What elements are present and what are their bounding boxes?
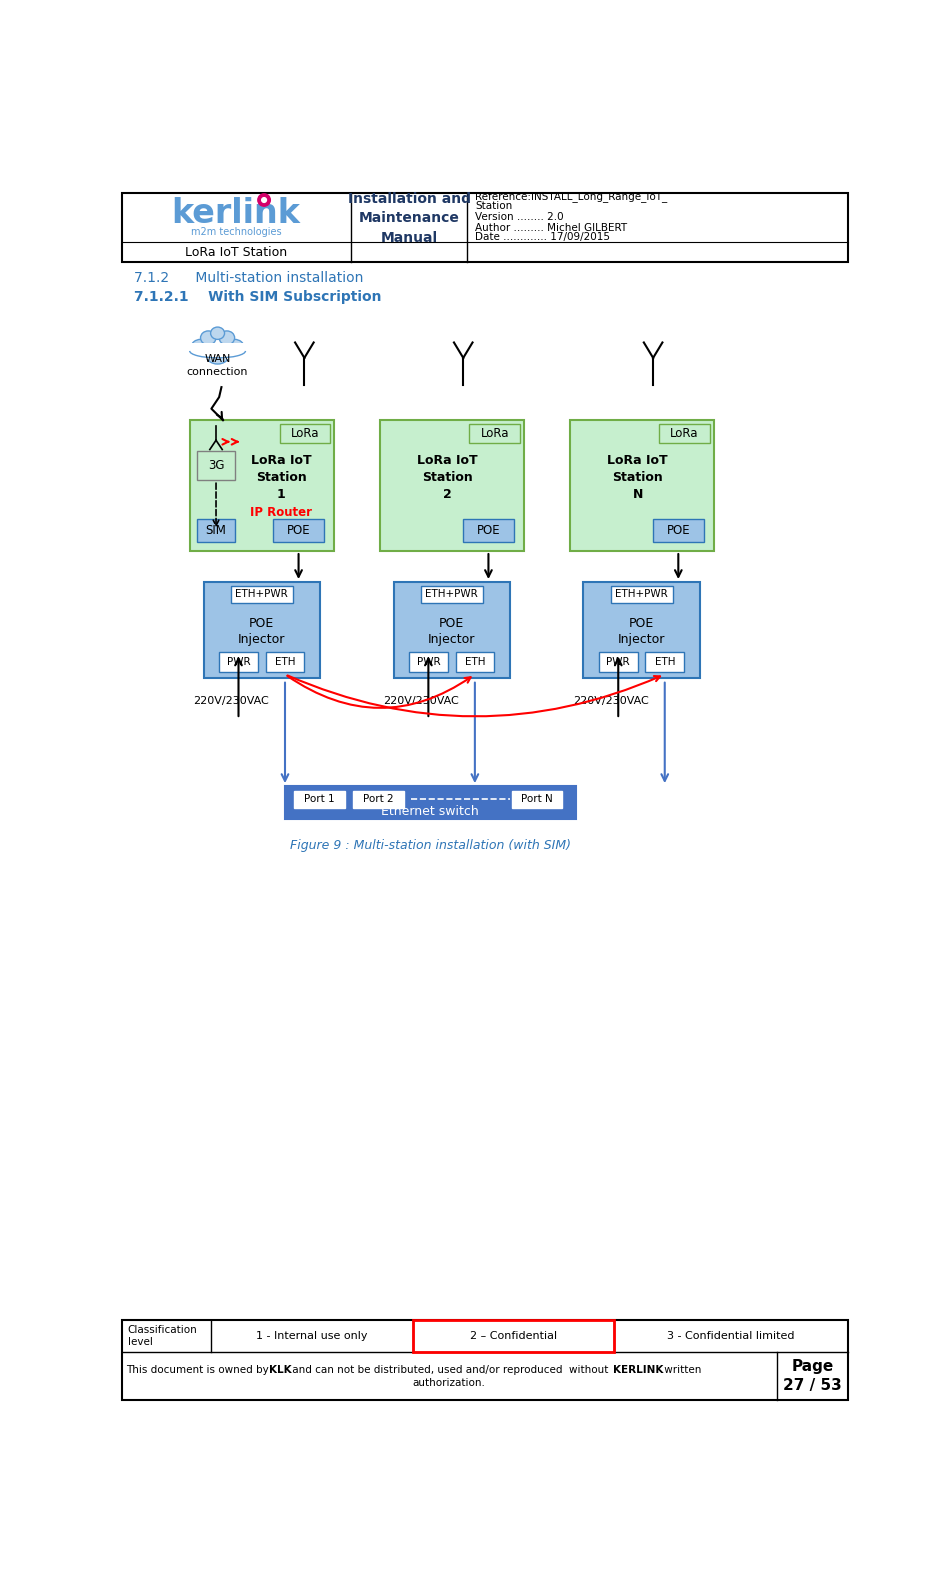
Bar — [413, 1320, 615, 1351]
Bar — [122, 192, 849, 262]
Text: LoRa IoT
Station
1: LoRa IoT Station 1 — [251, 454, 312, 501]
Bar — [456, 651, 494, 672]
Bar — [653, 519, 704, 542]
Text: Station: Station — [474, 202, 512, 211]
Text: m2m technologies: m2m technologies — [191, 227, 281, 238]
Text: POE: POE — [287, 524, 311, 536]
Bar — [583, 582, 700, 678]
Text: Port 1: Port 1 — [304, 795, 334, 804]
Text: LoRa IoT
Station
2: LoRa IoT Station 2 — [418, 454, 478, 501]
Text: 7.1.2.1    With SIM Subscription: 7.1.2.1 With SIM Subscription — [134, 290, 382, 304]
Bar — [285, 785, 576, 818]
Bar — [204, 582, 320, 678]
Ellipse shape — [205, 345, 229, 364]
Bar — [353, 790, 403, 807]
Text: 220V/230VAC: 220V/230VAC — [383, 697, 458, 706]
Text: Port 2: Port 2 — [363, 795, 393, 804]
Text: ETH: ETH — [465, 658, 485, 667]
Text: PWR: PWR — [417, 658, 440, 667]
Bar — [265, 651, 304, 672]
Text: LoRa: LoRa — [480, 427, 509, 440]
Bar — [197, 519, 236, 542]
Text: authorization.: authorization. — [413, 1378, 486, 1388]
Text: SIM: SIM — [205, 524, 226, 536]
Text: ETH: ETH — [275, 658, 295, 667]
Text: POE: POE — [667, 524, 690, 536]
Text: Version ........ 2.0: Version ........ 2.0 — [474, 211, 563, 222]
Bar — [394, 582, 509, 678]
Text: Ethernet switch: Ethernet switch — [382, 804, 479, 818]
Text: KERLINK: KERLINK — [613, 1366, 663, 1375]
Bar — [279, 424, 330, 443]
Text: and can not be distributed, used and/or reproduced  without: and can not be distributed, used and/or … — [289, 1366, 612, 1375]
Bar — [381, 419, 524, 550]
Circle shape — [261, 197, 267, 203]
Bar — [122, 1320, 849, 1400]
Ellipse shape — [225, 339, 244, 355]
Bar — [599, 651, 637, 672]
Text: POE
Injector: POE Injector — [428, 617, 475, 645]
Ellipse shape — [219, 331, 235, 345]
Text: Author ......... Michel GILBERT: Author ......... Michel GILBERT — [474, 222, 627, 233]
Bar — [219, 651, 258, 672]
Text: Figure 9 : Multi-station installation (with SIM): Figure 9 : Multi-station installation (w… — [290, 839, 571, 852]
Text: WAN
connection: WAN connection — [187, 355, 248, 377]
Text: POE
Injector: POE Injector — [617, 617, 665, 645]
Ellipse shape — [201, 331, 216, 345]
Text: Date ............. 17/09/2015: Date ............. 17/09/2015 — [474, 232, 610, 241]
Text: ETH+PWR: ETH+PWR — [236, 590, 288, 599]
Text: KLK: KLK — [270, 1366, 292, 1375]
Bar — [197, 451, 236, 481]
Bar — [182, 344, 253, 358]
Bar — [470, 424, 520, 443]
Text: IP Router: IP Router — [250, 506, 313, 519]
Text: ETH+PWR: ETH+PWR — [425, 590, 478, 599]
Text: kerlink: kerlink — [171, 197, 300, 230]
Text: PWR: PWR — [226, 658, 250, 667]
Bar — [659, 424, 709, 443]
Text: Reference:INSTALL_Long_Range_IoT_: Reference:INSTALL_Long_Range_IoT_ — [474, 191, 667, 202]
Text: ETH+PWR: ETH+PWR — [616, 590, 668, 599]
Text: 1 - Internal use only: 1 - Internal use only — [257, 1331, 367, 1340]
Text: Classification
level: Classification level — [128, 1325, 197, 1347]
Bar — [231, 585, 293, 602]
Text: This document is owned by: This document is owned by — [126, 1366, 272, 1375]
Bar — [420, 585, 483, 602]
Text: LoRa IoT Station: LoRa IoT Station — [185, 246, 287, 259]
Text: Installation and
Maintenance
Manual: Installation and Maintenance Manual — [348, 192, 471, 244]
Text: 7.1.2      Multi-station installation: 7.1.2 Multi-station installation — [134, 271, 364, 285]
Text: POE
Injector: POE Injector — [238, 617, 285, 645]
Bar — [512, 790, 563, 807]
Bar — [295, 790, 345, 807]
Text: PWR: PWR — [606, 658, 630, 667]
Text: 2 – Confidential: 2 – Confidential — [470, 1331, 557, 1340]
Text: LoRa: LoRa — [670, 427, 699, 440]
Bar — [463, 519, 513, 542]
Text: 3 - Confidential limited: 3 - Confidential limited — [667, 1331, 795, 1340]
Text: written: written — [661, 1366, 701, 1375]
Text: 220V/230VAC: 220V/230VAC — [193, 697, 269, 706]
Bar — [274, 519, 324, 542]
Text: LoRa IoT
Station
N: LoRa IoT Station N — [607, 454, 668, 501]
Text: 3G: 3G — [207, 459, 224, 472]
Text: 220V/230VAC: 220V/230VAC — [573, 697, 649, 706]
Text: POE: POE — [476, 524, 500, 536]
Ellipse shape — [210, 326, 224, 339]
Bar — [190, 419, 334, 550]
Bar — [645, 651, 684, 672]
Ellipse shape — [191, 339, 210, 355]
Text: LoRa: LoRa — [291, 427, 319, 440]
Text: Port N: Port N — [521, 795, 553, 804]
Bar — [122, 192, 849, 262]
Circle shape — [257, 192, 271, 207]
Text: Page
27 / 53: Page 27 / 53 — [783, 1359, 842, 1392]
Bar — [409, 651, 448, 672]
Bar — [570, 419, 714, 550]
Text: ETH: ETH — [654, 658, 675, 667]
Bar — [611, 585, 672, 602]
